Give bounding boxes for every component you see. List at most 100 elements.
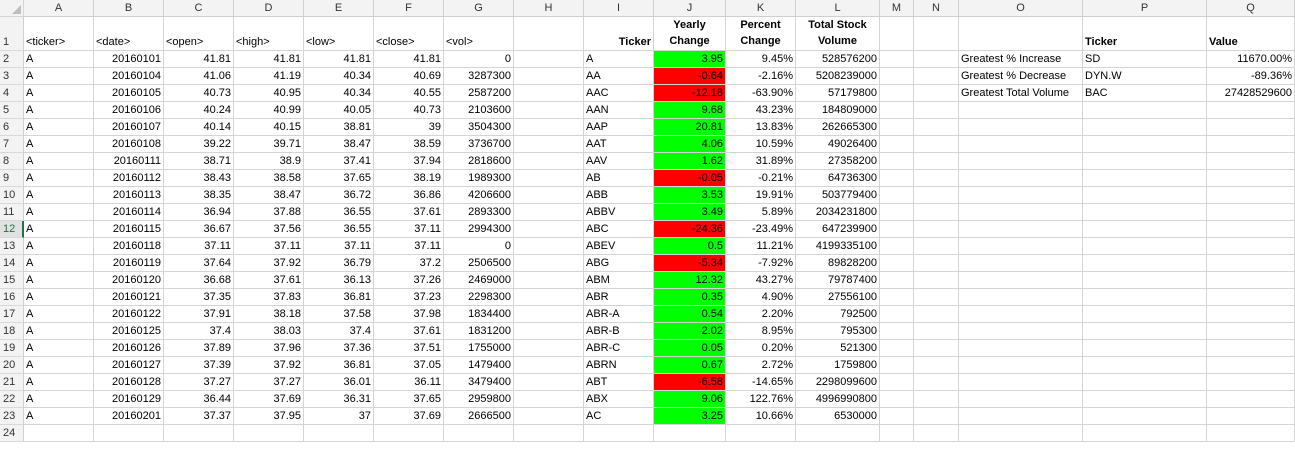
cell-m22[interactable] bbox=[880, 391, 914, 408]
raw-b-4[interactable]: 20160105 bbox=[94, 85, 164, 102]
yearly-change-12[interactable]: -24.36 bbox=[654, 221, 726, 238]
raw-e-21[interactable]: 36.01 bbox=[304, 374, 374, 391]
yearly-change-19[interactable]: 0.05 bbox=[654, 340, 726, 357]
column-header-b[interactable]: B bbox=[94, 0, 164, 17]
percent-change-6[interactable]: 13.83% bbox=[726, 119, 796, 136]
cell-h6[interactable] bbox=[514, 119, 584, 136]
cell-p16[interactable] bbox=[1083, 289, 1207, 306]
raw-f-3[interactable]: 40.69 bbox=[374, 68, 444, 85]
raw-d-21[interactable]: 37.27 bbox=[234, 374, 304, 391]
greatest-value-4[interactable]: 27428529600 bbox=[1207, 85, 1295, 102]
row-header-24[interactable]: 24 bbox=[0, 425, 24, 442]
raw-a-9[interactable]: A bbox=[24, 170, 94, 187]
header-b[interactable]: <date> bbox=[94, 17, 164, 51]
cell-p7[interactable] bbox=[1083, 136, 1207, 153]
cell-l24[interactable] bbox=[796, 425, 880, 442]
column-header-f[interactable]: F bbox=[374, 0, 444, 17]
raw-d-4[interactable]: 40.95 bbox=[234, 85, 304, 102]
percent-change-22[interactable]: 122.76% bbox=[726, 391, 796, 408]
raw-g-8[interactable]: 2818600 bbox=[444, 153, 514, 170]
total-volume-16[interactable]: 27556100 bbox=[796, 289, 880, 306]
cell-o14[interactable] bbox=[959, 255, 1083, 272]
cell-p6[interactable] bbox=[1083, 119, 1207, 136]
cell-m2[interactable] bbox=[880, 51, 914, 68]
raw-g-11[interactable]: 2893300 bbox=[444, 204, 514, 221]
raw-b-9[interactable]: 20160112 bbox=[94, 170, 164, 187]
percent-change-2[interactable]: 9.45% bbox=[726, 51, 796, 68]
cell-m20[interactable] bbox=[880, 357, 914, 374]
total-volume-21[interactable]: 2298099600 bbox=[796, 374, 880, 391]
cell-p17[interactable] bbox=[1083, 306, 1207, 323]
cell-o17[interactable] bbox=[959, 306, 1083, 323]
raw-b-14[interactable]: 20160119 bbox=[94, 255, 164, 272]
summary-ticker-3[interactable]: AA bbox=[584, 68, 654, 85]
percent-change-23[interactable]: 10.66% bbox=[726, 408, 796, 425]
raw-f-8[interactable]: 37.94 bbox=[374, 153, 444, 170]
yearly-change-14[interactable]: -5.34 bbox=[654, 255, 726, 272]
raw-d-19[interactable]: 37.96 bbox=[234, 340, 304, 357]
cell-h2[interactable] bbox=[514, 51, 584, 68]
row-header-23[interactable]: 23 bbox=[0, 408, 24, 425]
raw-a-14[interactable]: A bbox=[24, 255, 94, 272]
greatest-value-2[interactable]: 11670.00% bbox=[1207, 51, 1295, 68]
raw-e-17[interactable]: 37.58 bbox=[304, 306, 374, 323]
cell-q22[interactable] bbox=[1207, 391, 1295, 408]
raw-f-13[interactable]: 37.11 bbox=[374, 238, 444, 255]
cell-m16[interactable] bbox=[880, 289, 914, 306]
raw-b-18[interactable]: 20160125 bbox=[94, 323, 164, 340]
column-header-l[interactable]: L bbox=[796, 0, 880, 17]
cell-q16[interactable] bbox=[1207, 289, 1295, 306]
cell-h14[interactable] bbox=[514, 255, 584, 272]
raw-d-2[interactable]: 41.81 bbox=[234, 51, 304, 68]
cell-n9[interactable] bbox=[914, 170, 959, 187]
raw-b-22[interactable]: 20160129 bbox=[94, 391, 164, 408]
row-header-10[interactable]: 10 bbox=[0, 187, 24, 204]
header-k[interactable]: Percent Change bbox=[726, 17, 796, 51]
raw-g-18[interactable]: 1831200 bbox=[444, 323, 514, 340]
summary-ticker-12[interactable]: ABC bbox=[584, 221, 654, 238]
header-d[interactable]: <high> bbox=[234, 17, 304, 51]
cell-p24[interactable] bbox=[1083, 425, 1207, 442]
row-header-8[interactable]: 8 bbox=[0, 153, 24, 170]
summary-ticker-23[interactable]: AC bbox=[584, 408, 654, 425]
cell-m1[interactable] bbox=[880, 17, 914, 51]
cell-q9[interactable] bbox=[1207, 170, 1295, 187]
yearly-change-15[interactable]: 12.32 bbox=[654, 272, 726, 289]
raw-e-10[interactable]: 36.72 bbox=[304, 187, 374, 204]
raw-d-12[interactable]: 37.56 bbox=[234, 221, 304, 238]
raw-a-8[interactable]: A bbox=[24, 153, 94, 170]
raw-e-20[interactable]: 36.81 bbox=[304, 357, 374, 374]
percent-change-21[interactable]: -14.65% bbox=[726, 374, 796, 391]
cell-o1[interactable] bbox=[959, 17, 1083, 51]
cell-o9[interactable] bbox=[959, 170, 1083, 187]
cell-o6[interactable] bbox=[959, 119, 1083, 136]
cell-n20[interactable] bbox=[914, 357, 959, 374]
cell-o15[interactable] bbox=[959, 272, 1083, 289]
yearly-change-20[interactable]: 0.67 bbox=[654, 357, 726, 374]
raw-b-23[interactable]: 20160201 bbox=[94, 408, 164, 425]
cell-g24[interactable] bbox=[444, 425, 514, 442]
cell-p15[interactable] bbox=[1083, 272, 1207, 289]
column-header-c[interactable]: C bbox=[164, 0, 234, 17]
raw-d-20[interactable]: 37.92 bbox=[234, 357, 304, 374]
cell-m24[interactable] bbox=[880, 425, 914, 442]
raw-b-2[interactable]: 20160101 bbox=[94, 51, 164, 68]
cell-m18[interactable] bbox=[880, 323, 914, 340]
cell-h21[interactable] bbox=[514, 374, 584, 391]
raw-d-5[interactable]: 40.99 bbox=[234, 102, 304, 119]
raw-d-22[interactable]: 37.69 bbox=[234, 391, 304, 408]
cell-h20[interactable] bbox=[514, 357, 584, 374]
cell-m13[interactable] bbox=[880, 238, 914, 255]
cell-o22[interactable] bbox=[959, 391, 1083, 408]
raw-a-5[interactable]: A bbox=[24, 102, 94, 119]
total-volume-11[interactable]: 2034231800 bbox=[796, 204, 880, 221]
greatest-ticker-3[interactable]: DYN.W bbox=[1083, 68, 1207, 85]
raw-f-15[interactable]: 37.26 bbox=[374, 272, 444, 289]
cell-p12[interactable] bbox=[1083, 221, 1207, 238]
cell-n3[interactable] bbox=[914, 68, 959, 85]
cell-p5[interactable] bbox=[1083, 102, 1207, 119]
row-header-18[interactable]: 18 bbox=[0, 323, 24, 340]
raw-d-13[interactable]: 37.11 bbox=[234, 238, 304, 255]
raw-c-21[interactable]: 37.27 bbox=[164, 374, 234, 391]
header-e[interactable]: <low> bbox=[304, 17, 374, 51]
